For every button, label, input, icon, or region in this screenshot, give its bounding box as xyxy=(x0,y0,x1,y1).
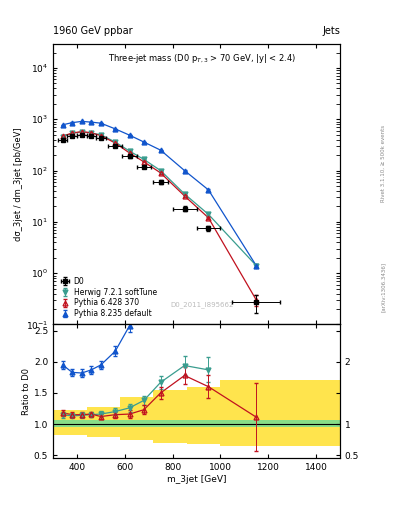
Y-axis label: Ratio to D0: Ratio to D0 xyxy=(22,368,31,415)
X-axis label: m_3jet [GeV]: m_3jet [GeV] xyxy=(167,475,226,484)
Text: D0_2011_I895662: D0_2011_I895662 xyxy=(171,301,234,308)
Legend: D0, Herwig 7.2.1 softTune, Pythia 6.428 370, Pythia 8.235 default: D0, Herwig 7.2.1 softTune, Pythia 6.428 … xyxy=(57,274,159,321)
Text: 1960 GeV ppbar: 1960 GeV ppbar xyxy=(53,26,133,36)
Text: [arXiv:1306.3436]: [arXiv:1306.3436] xyxy=(381,262,386,312)
Y-axis label: dσ_3jet / dm_3jet [pb/GeV]: dσ_3jet / dm_3jet [pb/GeV] xyxy=(14,127,23,241)
Text: Rivet 3.1.10, ≥ 500k events: Rivet 3.1.10, ≥ 500k events xyxy=(381,125,386,202)
Text: Three-jet mass (D0 p$_{T,3}$ > 70 GeV, |y| < 2.4): Three-jet mass (D0 p$_{T,3}$ > 70 GeV, |… xyxy=(108,52,296,65)
Text: Jets: Jets xyxy=(322,26,340,36)
